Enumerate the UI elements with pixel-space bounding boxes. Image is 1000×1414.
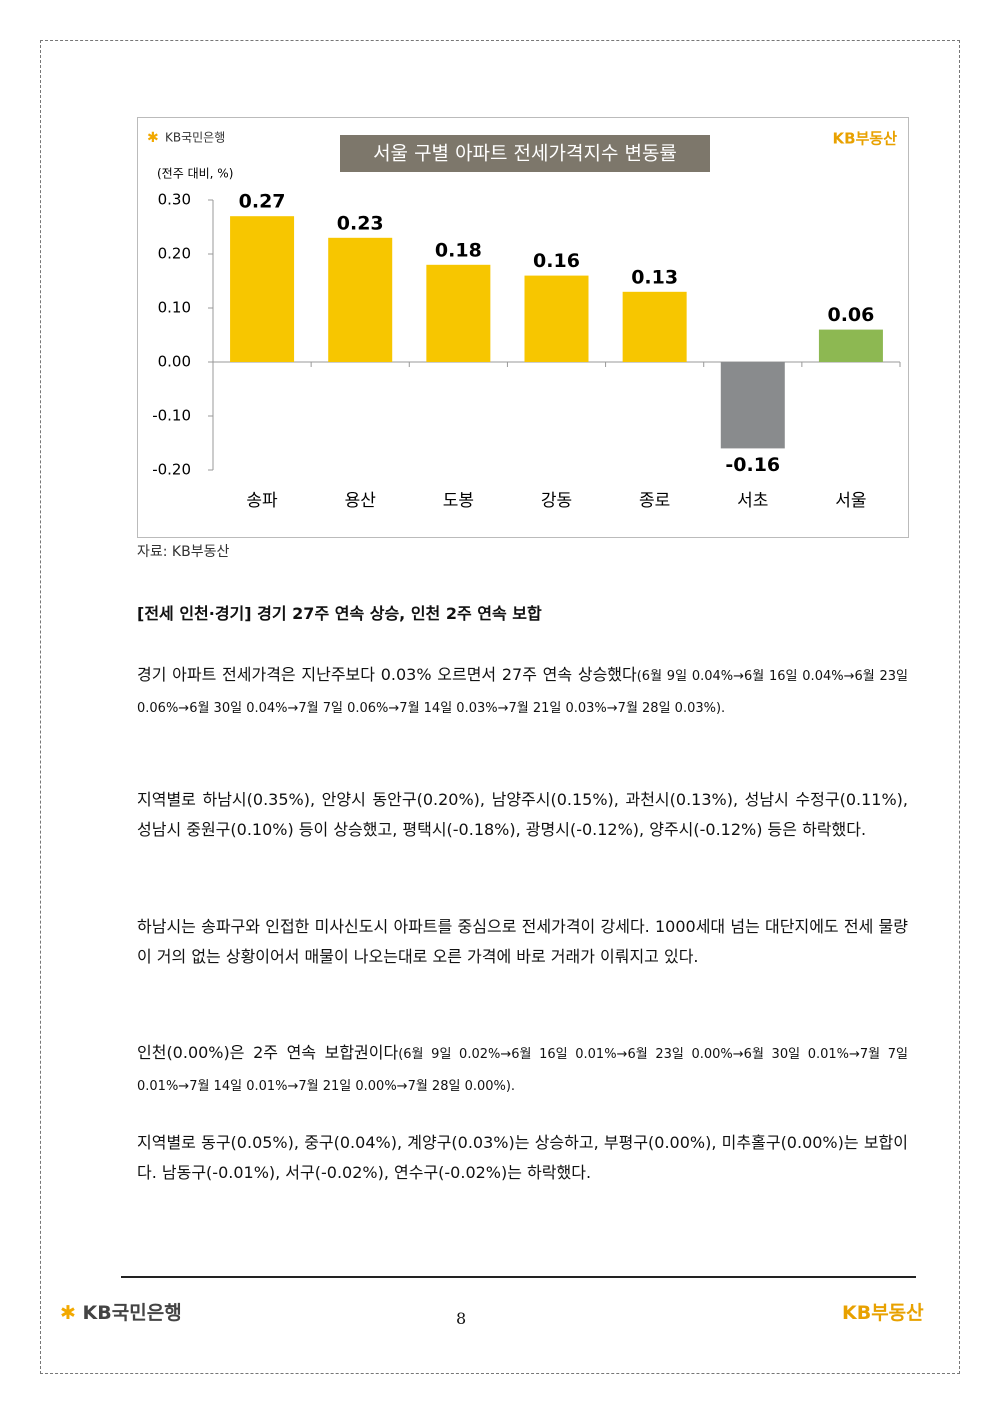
bar — [426, 264, 491, 362]
bar — [524, 275, 589, 362]
paragraph: 인천(0.00%)은 2주 연속 보합권이다(6월 9일 0.02%→6월 16… — [137, 1038, 908, 1102]
paragraph-text: 하남시는 송파구와 인접한 미사신도시 아파트를 중심으로 전세가격이 강세다.… — [137, 917, 908, 966]
value-label: 0.18 — [435, 239, 482, 261]
bar — [720, 362, 785, 449]
chart-title: 서울 구별 아파트 전세가격지수 변동률 — [373, 143, 677, 165]
title-box — [340, 135, 710, 172]
value-label: 0.23 — [337, 212, 384, 234]
x-tick-label: 서울 — [835, 491, 866, 511]
paragraph: 하남시는 송파구와 인접한 미사신도시 아파트를 중심으로 전세가격이 강세다.… — [137, 912, 908, 972]
paragraph-text: 경기 아파트 전세가격은 지난주보다 0.03% 오르면서 27주 연속 상승했… — [137, 665, 637, 684]
logo: KB국민은행 — [165, 130, 225, 145]
page-number: 8 — [456, 1309, 467, 1328]
y-tick-label: 0.20 — [158, 245, 191, 263]
paragraph: 지역별로 동구(0.05%), 중구(0.04%), 계양구(0.03%)는 상… — [137, 1128, 908, 1188]
paragraph: 경기 아파트 전세가격은 지난주보다 0.03% 오르면서 27주 연속 상승했… — [137, 660, 908, 724]
value-label: 0.13 — [631, 266, 678, 288]
x-tick-label: 용산 — [345, 491, 377, 511]
bar — [622, 291, 687, 362]
chart: KB국민은행 ✱ KB부동산 서울 구별 아파트 전세가격지수 변동률 (전주 … — [137, 117, 909, 538]
x-tick-label: 송파 — [246, 491, 278, 511]
logo: KB부동산 — [833, 130, 898, 148]
bar — [818, 329, 883, 362]
y-tick-label: -0.20 — [152, 461, 191, 479]
y-tick-label: 0.10 — [158, 299, 191, 317]
bar — [230, 216, 295, 362]
x-tick-label: 서초 — [737, 491, 768, 511]
y-tick-label: 0.00 — [158, 353, 191, 371]
x-tick-label: 종로 — [639, 491, 670, 511]
value-label: 0.27 — [239, 191, 286, 213]
paragraph-note: (6월 9일 0.04%→6월 16일 0.04%→6월 23일 0.06%→6… — [137, 669, 908, 716]
page-border — [40, 40, 960, 1374]
value-label: -0.16 — [725, 454, 780, 476]
paragraph: 지역별로 하남시(0.35%), 안양시 동안구(0.20%), 남양주시(0.… — [137, 785, 908, 845]
paragraph-text: 지역별로 동구(0.05%), 중구(0.04%), 계양구(0.03%)는 상… — [137, 1133, 908, 1182]
value-label: 0.06 — [827, 304, 874, 326]
footer-rule — [121, 1276, 916, 1278]
x-tick-label: 강동 — [541, 491, 572, 511]
y-tick-label: -0.10 — [152, 407, 191, 425]
section-title: [전세 인천·경기] 경기 27주 연속 상승, 인천 2주 연속 보합 — [137, 604, 542, 623]
paragraph-text: 인천(0.00%)은 2주 연속 보합권이다 — [137, 1043, 399, 1062]
y-tick-label: 0.30 — [158, 191, 191, 209]
footer-logo: ✱ KB국민은행 — [60, 1302, 182, 1324]
x-tick-label: 도봉 — [443, 491, 474, 511]
paragraph-text: 지역별로 하남시(0.35%), 안양시 동안구(0.20%), 남양주시(0.… — [137, 790, 908, 839]
y-axis-label: (전주 대비, %) — [157, 167, 233, 181]
value-label: 0.16 — [533, 250, 580, 272]
paragraph-note: (6월 9일 0.02%→6월 16일 0.01%→6월 23일 0.00%→6… — [137, 1047, 908, 1094]
footer-logo-text: KB국민은행 — [82, 1302, 182, 1324]
source: 자료: KB부동산 — [137, 544, 230, 560]
footer-logo: KB부동산 — [842, 1302, 924, 1324]
bar — [328, 237, 393, 362]
logo-icon: ✱ — [147, 130, 159, 146]
